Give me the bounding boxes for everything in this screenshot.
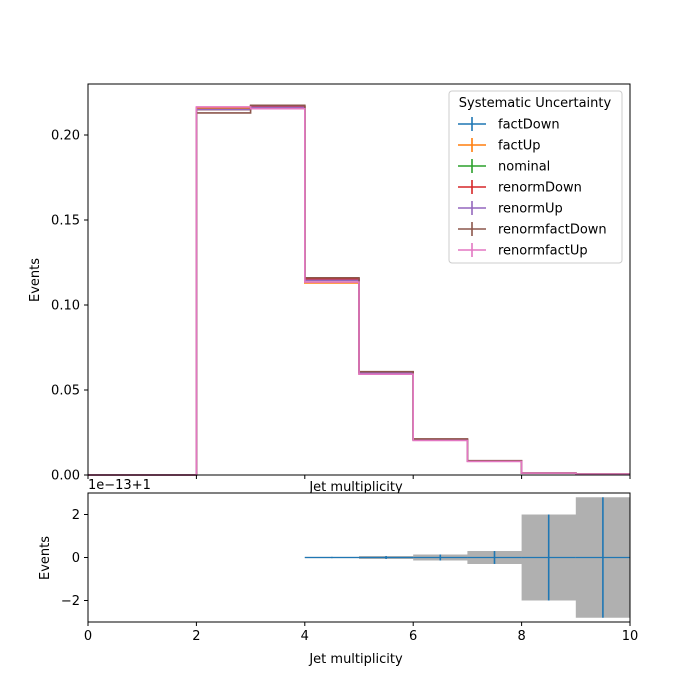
main-y-axis-label: Events: [28, 258, 43, 302]
ratio-y-tick-label: 0: [72, 551, 80, 566]
ratio-y-ticks: −2 0 2: [61, 508, 88, 609]
legend-label-factDown: factDown: [498, 118, 560, 133]
ratio-x-tick-label: 10: [622, 629, 639, 644]
legend-label-renormUp: renormUp: [498, 202, 563, 217]
ratio-plot-frame: [87, 492, 631, 623]
legend-box: [448, 90, 623, 264]
ratio-x-tick-label: 0: [84, 629, 92, 644]
legend-label-renormfactDown: renormfactDown: [498, 223, 607, 238]
legend-title: Systematic Uncertainty: [459, 96, 612, 111]
main-x-ticks: [87, 475, 631, 479]
ratio-points: [304, 497, 630, 618]
main-y-tick-label: 0.15: [51, 214, 80, 229]
main-plot-frame: [87, 83, 631, 476]
ratio-x-axis-label: Jet multiplicity: [308, 652, 403, 667]
legend-label-renormDown: renormDown: [498, 181, 582, 196]
ratio-x-tick-label: 6: [409, 629, 417, 644]
legend-label-factUp: factUp: [498, 139, 541, 154]
main-x-axis-label: Jet multiplicity: [308, 480, 403, 495]
ratio-x-tick-label: 4: [301, 629, 309, 644]
legend-label-renormfactUp: renormfactUp: [498, 244, 588, 259]
main-series-group: [88, 104, 630, 476]
legend-entries: factDown factUp nominal renormDown renormUp r…: [458, 117, 607, 259]
main-y-ticks: 0.00 0.05 0.10 0.15 0.20: [51, 129, 88, 484]
ratio-x-ticks: 0 2 4 6 8 10: [84, 622, 638, 644]
main-y-tick-label: 0.00: [51, 469, 80, 484]
ratio-offset-text: 1e−13+1: [88, 478, 151, 493]
main-y-tick-label: 0.05: [51, 384, 80, 399]
ratio-x-tick-label: 8: [517, 629, 525, 644]
ratio-x-tick-label: 2: [192, 629, 200, 644]
ratio-y-tick-label: 2: [72, 508, 80, 523]
ratio-y-tick-label: −2: [61, 594, 80, 609]
legend: Systematic Uncertainty factDown factUp nom…: [448, 90, 623, 264]
main-y-tick-label: 0.10: [51, 299, 80, 314]
ratio-y-axis-label: Events: [38, 536, 53, 580]
ratio-panel: −2 0 2 0 2 4 6 8 10 1e−13+1 Events Jet multipli…: [38, 478, 638, 667]
series-line-renormfactUp: [88, 106, 630, 476]
legend-label-nominal: nominal: [498, 160, 550, 175]
main-y-tick-label: 0.20: [51, 129, 80, 144]
